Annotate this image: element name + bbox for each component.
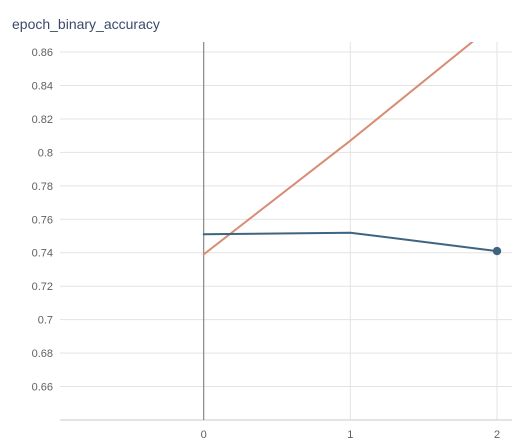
series-line-0 [202,42,474,256]
y-tick-label: 0.72 [32,281,53,293]
y-tick-label: 0.8 [38,147,53,159]
series-end-point [492,246,502,256]
series-line-1 [202,231,498,253]
y-tick-label: 0.66 [32,382,53,394]
y-tick-label: 0.68 [32,348,53,360]
y-tick-label: 0.86 [32,47,53,59]
y-tick-label: 0.74 [32,248,53,260]
axes [60,42,512,421]
x-tick-label: 0 [201,429,207,441]
x-tick-label: 2 [494,429,500,441]
y-tick-label: 0.82 [32,114,53,126]
y-tick-label: 0.7 [38,315,53,327]
y-tick-label: 0.84 [32,80,53,92]
series-layer [202,42,498,256]
y-tick-label: 0.78 [32,181,53,193]
y-tick-label: 0.76 [32,214,53,226]
marker-layer [492,246,502,256]
x-tick-label: 1 [347,429,353,441]
tick-labels: 0.66 0.68 0.7 0.72 0.74 0.76 0.78 0.8 0.82 0.84 0.… [32,47,500,441]
chart-title: epoch_binary_accuracy [12,16,160,32]
grid-lines [60,42,512,420]
